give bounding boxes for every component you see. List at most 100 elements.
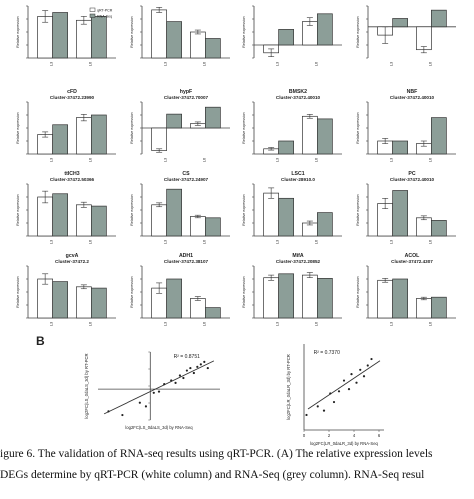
x-tick-label: L3 bbox=[50, 158, 54, 162]
bar-qrtpcr bbox=[190, 31, 206, 59]
scatter-point bbox=[199, 363, 202, 366]
bar-rnaseq bbox=[52, 281, 68, 319]
x-tick-label: L6 bbox=[428, 240, 432, 244]
bar-qrtpcr bbox=[76, 204, 92, 237]
chart-subtitle: Cluster-37472.23990 bbox=[50, 95, 95, 100]
x-tick-label: L6 bbox=[88, 62, 92, 66]
caption-line-2: DEGs determine by qRT-PCR (white column)… bbox=[0, 469, 425, 481]
scatter-point bbox=[192, 371, 195, 375]
chart-title: PC bbox=[408, 171, 415, 177]
scatter-point bbox=[163, 383, 166, 386]
scatter-point bbox=[206, 366, 209, 370]
scatter-point bbox=[174, 381, 177, 385]
bar-rnaseq bbox=[317, 212, 333, 237]
x-tick-label: L6 bbox=[314, 62, 318, 66]
chart-title: MifA bbox=[292, 253, 303, 259]
y-axis-label: Relative expression bbox=[242, 276, 246, 307]
legend-swatch bbox=[89, 7, 96, 12]
x-tick-label: L3 bbox=[50, 62, 54, 66]
legend-label: RNA-Seq bbox=[97, 14, 112, 18]
x-tick-label: L3 bbox=[50, 240, 54, 244]
scatter-point bbox=[189, 366, 192, 370]
y-axis-label: Relative expression bbox=[130, 276, 134, 307]
chart-title: gcvA bbox=[66, 253, 79, 259]
bar-rnaseq bbox=[278, 273, 294, 319]
x-tick-label: L6 bbox=[88, 240, 92, 244]
scatter-point bbox=[196, 365, 199, 368]
x-tick-label: L3 bbox=[276, 158, 280, 162]
chart-subtitle: Cluster-37472.38107 bbox=[164, 259, 209, 264]
y-axis-label: Relative expression bbox=[356, 16, 360, 47]
chart-subtitle: Cluster-37472.2 bbox=[55, 259, 89, 264]
chart-title: ACOL bbox=[405, 253, 421, 259]
x-tick-label: 6 bbox=[378, 433, 381, 438]
chart-title: BMSK2 bbox=[289, 89, 307, 95]
chart-title: ttICH3 bbox=[64, 171, 79, 177]
y-axis-label: Relative expression bbox=[130, 16, 134, 47]
bar-rnaseq bbox=[278, 197, 294, 237]
bar-rnaseq bbox=[91, 287, 107, 319]
scatter-point bbox=[138, 401, 141, 404]
bar-qrtpcr bbox=[76, 117, 92, 155]
bar-qrtpcr bbox=[416, 298, 432, 319]
bar-rnaseq bbox=[52, 12, 68, 59]
scatter-point bbox=[316, 405, 319, 408]
x-tick-label: L3 bbox=[164, 62, 168, 66]
bar-qrtpcr bbox=[37, 278, 53, 319]
bar-rnaseq bbox=[392, 278, 408, 319]
bar-rnaseq bbox=[91, 205, 107, 237]
scatter-point bbox=[157, 390, 161, 393]
x-tick-label: L3 bbox=[164, 322, 168, 326]
bar-rnaseq bbox=[392, 190, 408, 237]
x-tick-label: 4 bbox=[353, 433, 356, 438]
bar-qrtpcr bbox=[37, 16, 53, 59]
bar-rnaseq bbox=[205, 217, 221, 237]
bar-rnaseq bbox=[166, 21, 182, 59]
y-axis-label: Relative expression bbox=[16, 16, 20, 47]
x-tick-label: L6 bbox=[88, 322, 92, 326]
bar-rnaseq bbox=[317, 278, 333, 319]
scatter-point bbox=[178, 374, 182, 377]
x-tick-label: L3 bbox=[390, 240, 394, 244]
x-tick-label: L3 bbox=[50, 322, 54, 326]
caption-line-1: igure 6. The validation of RNA-seq resul… bbox=[0, 448, 433, 460]
x-tick-label: L3 bbox=[390, 322, 394, 326]
bar-rnaseq bbox=[205, 307, 221, 319]
bar-rnaseq bbox=[431, 117, 447, 155]
chart-title: ADH1 bbox=[179, 253, 193, 259]
scatter-point bbox=[144, 405, 148, 408]
x-tick-label: L3 bbox=[276, 62, 280, 66]
legend-swatch bbox=[89, 13, 96, 18]
bar-rnaseq bbox=[166, 113, 182, 129]
x-tick-label: L3 bbox=[390, 62, 394, 66]
scatter-point bbox=[342, 379, 346, 382]
scatter-point bbox=[332, 400, 336, 404]
bar-qrtpcr bbox=[416, 26, 432, 51]
x-tick-label: L6 bbox=[314, 322, 318, 326]
bar-qrtpcr bbox=[190, 216, 206, 237]
bar-qrtpcr bbox=[37, 134, 53, 155]
scatter-point bbox=[185, 369, 188, 372]
y-axis-label: Relative expression bbox=[356, 194, 360, 225]
bar-qrtpcr bbox=[76, 19, 92, 59]
y-axis-label: Relative expression bbox=[16, 194, 20, 225]
scatter-point bbox=[362, 375, 366, 378]
chart-subtitle: Cluster-37472.50366 bbox=[50, 177, 95, 182]
scatter-point bbox=[337, 390, 341, 393]
y-axis-label: Relative expression bbox=[130, 194, 134, 225]
scatter-point bbox=[182, 376, 185, 380]
x-tick-label: L3 bbox=[164, 240, 168, 244]
x-tick-label: L6 bbox=[88, 158, 92, 162]
x-tick-label: L3 bbox=[276, 322, 280, 326]
y-axis-label: Relative expression bbox=[242, 112, 246, 143]
bar-qrtpcr bbox=[377, 279, 393, 319]
scatter-point bbox=[355, 381, 358, 384]
bar-rnaseq bbox=[91, 114, 107, 155]
bar-rnaseq bbox=[431, 9, 447, 28]
bar-qrtpcr bbox=[76, 286, 92, 319]
scatter-point bbox=[170, 379, 173, 382]
fit-line bbox=[103, 360, 215, 415]
chart-subtitle: Cluster-37472.40010 bbox=[390, 95, 435, 100]
bar-rnaseq bbox=[205, 38, 221, 59]
